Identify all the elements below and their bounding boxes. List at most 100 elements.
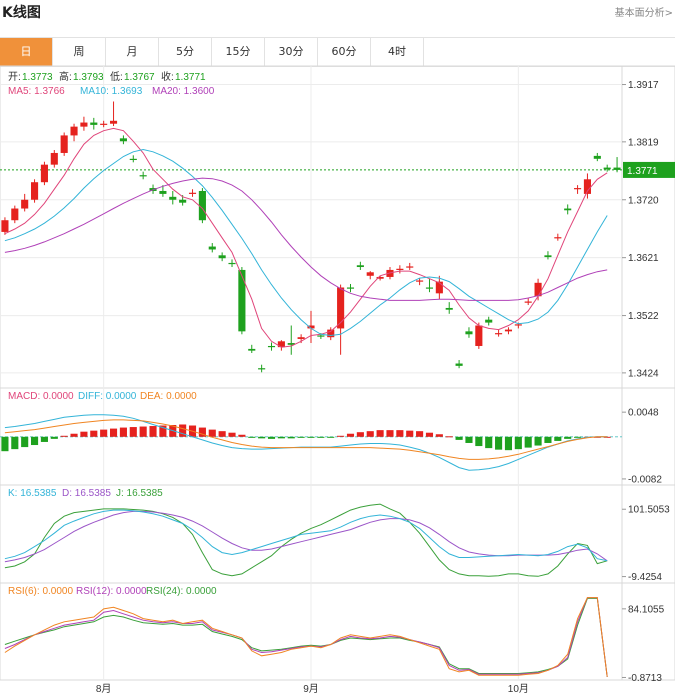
macd-bar: [435, 434, 443, 437]
macd-bar: [416, 431, 424, 437]
macd-bar: [297, 436, 305, 438]
dif-label: DIFF: 0.0000: [78, 391, 137, 402]
macd-bar: [238, 434, 246, 437]
tab-2[interactable]: 月: [106, 38, 159, 66]
candle-body: [179, 199, 187, 203]
macd-bar: [248, 436, 256, 438]
candle-body: [603, 167, 611, 170]
macd-bar: [21, 436, 29, 448]
macd-bar: [198, 427, 206, 437]
x-tick-label: 10月: [508, 683, 529, 695]
macd-bar: [327, 436, 335, 438]
candle-body: [346, 287, 355, 289]
macd-bar: [50, 436, 58, 439]
ohlc-label: 高:: [59, 70, 72, 83]
candle-body: [307, 325, 315, 329]
candle-body: [475, 325, 483, 346]
tab-4[interactable]: 15分: [212, 38, 265, 66]
fundamental-analysis-link[interactable]: 基本面分析>: [614, 8, 673, 19]
kdj-tick-label: -9.4254: [628, 572, 662, 583]
candle-body: [169, 196, 177, 200]
candle-body: [524, 301, 532, 303]
tab-5[interactable]: 30分: [265, 38, 318, 66]
macd-bar: [109, 428, 118, 437]
macd-bar: [208, 429, 216, 437]
tab-6[interactable]: 60分: [318, 38, 371, 66]
tab-7[interactable]: 4时: [371, 38, 424, 66]
current-price-label: 1.3771: [627, 166, 658, 177]
macd-bar: [564, 436, 572, 439]
header: K线图 基本面分析>: [0, 0, 675, 26]
candle-body: [514, 324, 522, 326]
candle-body: [366, 272, 374, 276]
macd-bar: [376, 430, 384, 437]
macd-bar: [465, 436, 473, 443]
candle-body: [583, 179, 591, 194]
macd-bar: [495, 436, 503, 450]
rsi24-label: RSI(24): 0.0000: [146, 586, 217, 597]
candle-body: [544, 255, 552, 258]
candle-body: [593, 155, 601, 159]
macd-bar: [80, 431, 88, 437]
candle-body: [386, 269, 394, 277]
candle-body: [445, 307, 453, 310]
macd-bar: [524, 436, 532, 448]
macd-bar: [287, 436, 295, 439]
macd-bar: [267, 436, 276, 439]
macd-bar: [40, 436, 48, 442]
candle-body: [337, 287, 345, 329]
candle-body: [100, 123, 108, 125]
macd-bar: [504, 436, 513, 451]
macd-bar: [149, 426, 157, 437]
macd-bar: [593, 436, 601, 438]
candle-body: [435, 281, 443, 294]
macd-label: MACD: 0.0000: [8, 391, 74, 402]
tab-0[interactable]: 日: [0, 38, 53, 66]
macd-bar: [70, 433, 78, 437]
tab-3[interactable]: 5分: [159, 38, 212, 66]
ma20-line: [4, 177, 608, 301]
candle-body: [406, 266, 414, 268]
ohlc-label: 低:: [110, 70, 123, 83]
macd-bar: [139, 426, 147, 437]
d-label: D: 16.5385: [62, 488, 111, 499]
candle-body: [11, 208, 19, 221]
candle-body: [50, 152, 58, 165]
candle-body: [574, 188, 582, 190]
macd-bar: [179, 424, 187, 437]
candle-body: [504, 329, 513, 332]
tab-1[interactable]: 周: [53, 38, 106, 66]
macd-bar: [396, 430, 404, 437]
candle-body: [40, 164, 48, 183]
macd-bar: [337, 435, 345, 437]
candle-body: [21, 199, 29, 209]
macd-bar: [406, 430, 414, 437]
pane-border-3: [0, 582, 675, 681]
macd-bar: [159, 425, 167, 437]
candle-body: [416, 280, 424, 282]
macd-bar: [346, 433, 355, 437]
macd-bar: [514, 436, 522, 450]
dea-line: [4, 419, 608, 460]
macd-bar: [485, 436, 493, 449]
rsi6-label: RSI(6): 0.0000: [8, 586, 73, 597]
kdj-tick-label: 101.5053: [628, 505, 670, 516]
ohlc-value: 1.3773: [22, 72, 53, 83]
candle-body: [60, 135, 68, 153]
price-tick-label: 1.3424: [628, 368, 659, 379]
candle-body: [90, 122, 98, 125]
ma20-label: MA20: 1.3600: [152, 86, 215, 97]
rsi-tick-label: 84.1055: [628, 604, 665, 615]
candle-body: [248, 348, 256, 351]
dea-label: DEA: 0.0000: [140, 391, 197, 402]
price-tick-label: 1.3621: [628, 253, 659, 264]
candle-body: [564, 208, 572, 211]
j-line: [4, 503, 608, 577]
rsi-tick-label: -0.8713: [628, 673, 662, 684]
candle-body: [1, 220, 9, 232]
candle-body: [267, 345, 276, 348]
k-label: K: 16.5385: [8, 488, 57, 499]
ohlc-label: 收:: [161, 70, 174, 83]
macd-bar: [228, 432, 236, 437]
